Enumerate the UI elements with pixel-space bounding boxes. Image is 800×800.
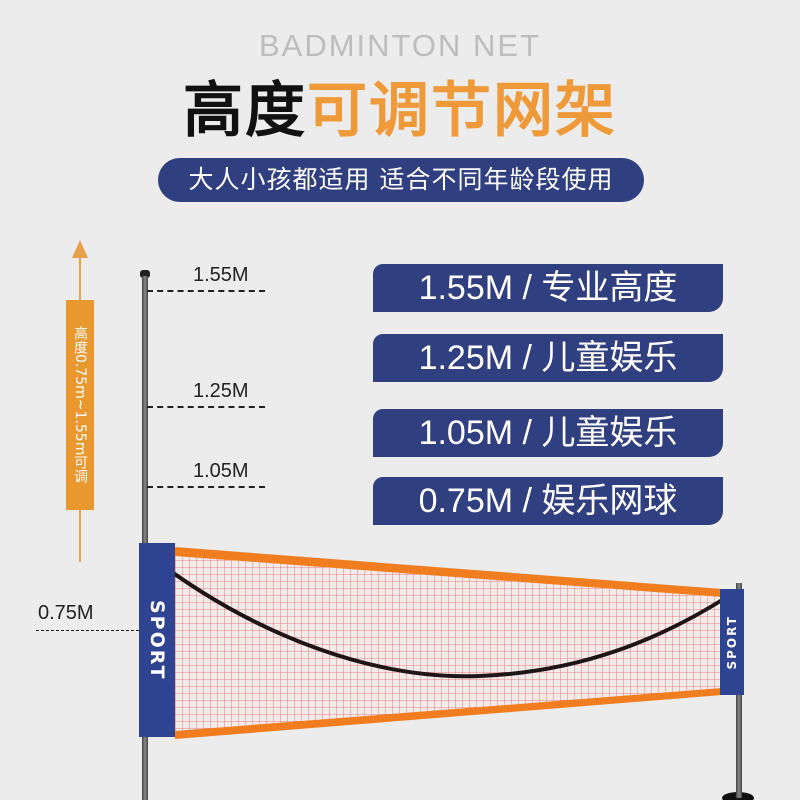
audience-pill: 大人小孩都适用 适合不同年龄段使用 xyxy=(158,158,644,202)
height-tag-0-75: 0.75M / 娱乐网球 xyxy=(373,477,723,525)
height-mark-1-25: 1.25M xyxy=(193,380,249,402)
height-tag-1-25: 1.25M / 儿童娱乐 xyxy=(373,334,723,382)
headline: 高度可调节网架 xyxy=(0,76,800,146)
arrow-up-icon xyxy=(72,240,88,258)
subtitle-english: BADMINTON NET xyxy=(258,28,542,63)
height-mark-1-05: 1.05M xyxy=(193,460,249,482)
height-mark-line-1-05 xyxy=(147,486,265,488)
height-tag-1-55: 1.55M / 专业高度 xyxy=(373,264,723,312)
arrow-shaft-bottom xyxy=(79,510,81,562)
height-mark-0-75: 0.75M xyxy=(38,602,94,624)
left-pole-cap xyxy=(140,270,150,278)
headline-orange-part: 可调节网架 xyxy=(307,76,617,146)
height-mark-line-0-75 xyxy=(36,630,139,631)
arrow-shaft-top xyxy=(79,256,81,300)
right-band-text: SPORT xyxy=(725,614,739,670)
left-net-band: SPORT xyxy=(139,543,175,737)
headline-black-part: 高度 xyxy=(183,76,307,146)
right-net-band: SPORT xyxy=(720,589,744,695)
height-mark-1-55: 1.55M xyxy=(193,264,249,286)
left-band-text: SPORT xyxy=(146,599,168,681)
height-tag-1-05: 1.05M / 儿童娱乐 xyxy=(373,409,723,457)
height-mark-line-1-25 xyxy=(147,406,265,408)
height-range-label: 高度0.75m~1.55m可调 xyxy=(66,300,94,510)
height-mark-line-1-55 xyxy=(147,290,265,292)
left-pole xyxy=(142,276,148,800)
